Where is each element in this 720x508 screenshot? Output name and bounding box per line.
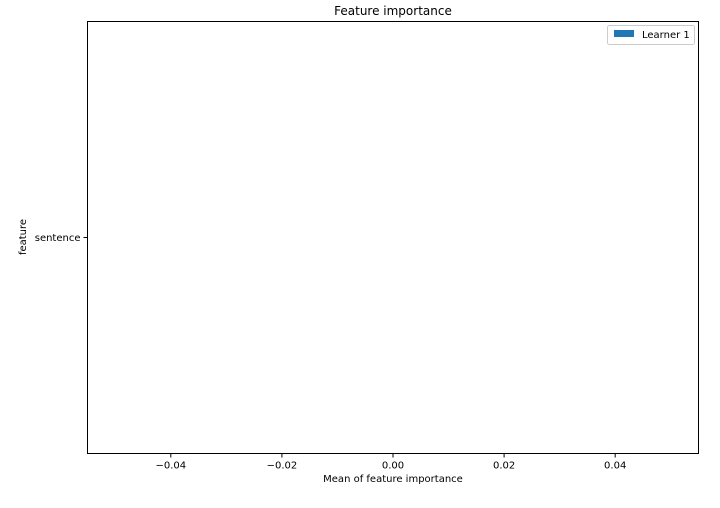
plot-area	[87, 21, 699, 454]
legend-swatch-learner-1	[614, 30, 634, 37]
x-tick-label: 0.00	[382, 461, 404, 472]
x-tick-label: 0.04	[604, 461, 626, 472]
x-axis-ticks: −0.04 −0.02 0.00 0.02 0.04	[155, 453, 626, 472]
y-axis-label: feature	[18, 219, 29, 255]
x-tick-label: −0.02	[267, 461, 298, 472]
y-axis-ticks: sentence	[35, 233, 88, 244]
y-tick-label: sentence	[35, 233, 81, 244]
legend: Learner 1	[607, 25, 695, 45]
x-axis-label: Mean of feature importance	[323, 474, 463, 485]
legend-label-learner-1: Learner 1	[642, 30, 690, 41]
x-tick-label: 0.02	[493, 461, 515, 472]
chart-title: Feature importance	[334, 4, 452, 18]
x-tick-label: −0.04	[155, 461, 186, 472]
